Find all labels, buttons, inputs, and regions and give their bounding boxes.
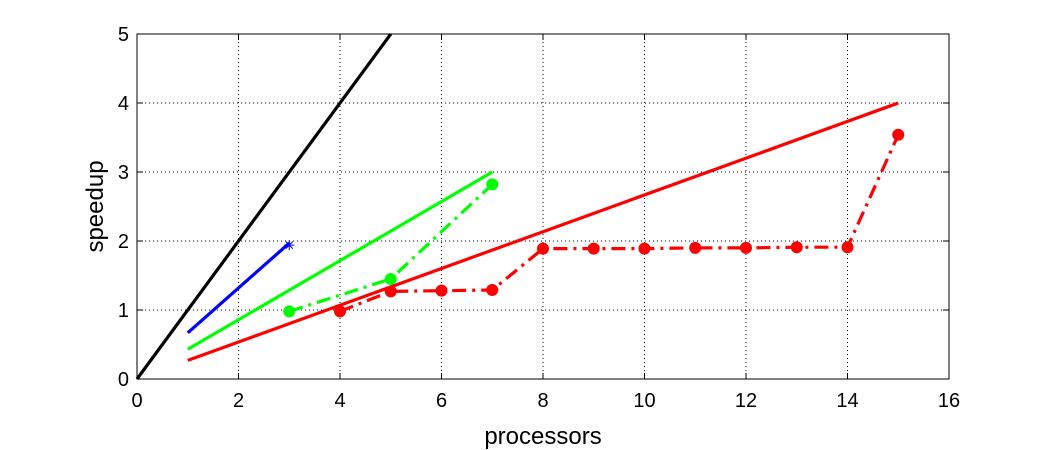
series-1 <box>135 33 393 380</box>
y-tick-label: 1 <box>118 300 129 322</box>
data-point <box>841 241 854 254</box>
x-tick-label: 14 <box>836 390 858 412</box>
data-point <box>537 242 549 255</box>
data-point <box>689 241 702 254</box>
data-point <box>892 128 905 141</box>
data-point <box>384 285 397 298</box>
x-tick-label: 8 <box>537 390 548 412</box>
series-4 <box>186 170 494 351</box>
x-tick-label: 6 <box>436 390 447 412</box>
data-point <box>587 242 600 255</box>
data-point <box>740 241 752 254</box>
series-3 <box>284 240 295 251</box>
data-point <box>384 272 397 285</box>
series-2 <box>186 241 291 334</box>
data-point <box>486 283 499 296</box>
series-5 <box>283 178 499 318</box>
y-tick-label: 0 <box>118 369 129 391</box>
x-tick-label: 10 <box>633 390 655 412</box>
asterisk-stroke <box>285 241 294 249</box>
data-point <box>790 241 803 254</box>
x-tick-label: 12 <box>735 390 757 412</box>
series-line <box>135 33 393 380</box>
series-layer <box>135 33 905 380</box>
series-line <box>187 101 899 362</box>
x-tick-label: 2 <box>233 390 244 412</box>
data-point <box>334 305 346 318</box>
data-point <box>638 242 651 255</box>
x-tick-label: 0 <box>131 390 142 412</box>
y-tick-label: 3 <box>118 162 129 184</box>
y-tick-label: 4 <box>118 93 129 115</box>
x-tick-label: 4 <box>334 390 345 412</box>
series-line <box>186 170 494 351</box>
data-point <box>435 284 448 297</box>
x-tick-label: 16 <box>938 390 960 412</box>
series-7 <box>334 128 905 318</box>
series-line <box>339 134 900 313</box>
grid-lines <box>137 34 949 379</box>
data-point <box>486 178 499 191</box>
y-tick-label: 5 <box>118 24 129 46</box>
x-axis-title: processors <box>484 423 601 450</box>
y-tick-label: 2 <box>118 231 129 253</box>
data-point <box>283 305 296 318</box>
data-point <box>284 240 295 251</box>
series-line <box>288 183 494 313</box>
y-axis-title: speedup <box>82 160 109 252</box>
series-6 <box>187 101 899 362</box>
series-line <box>186 241 291 334</box>
